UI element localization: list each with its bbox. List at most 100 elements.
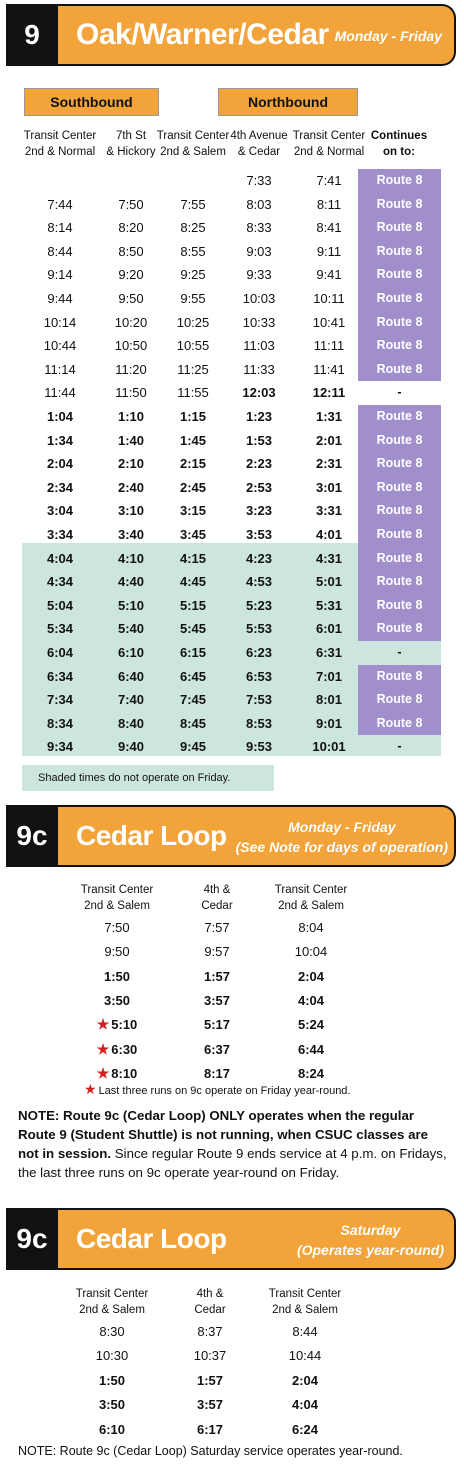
time-cell: 1:23 (245, 409, 273, 424)
time-cell: 2:45 (179, 479, 207, 495)
time-cell: 10:33 (242, 314, 276, 330)
days-line-2: (Operates year-round) (296, 1242, 444, 1258)
time-cell: 7:40 (117, 692, 145, 708)
column-header: 4th & Cedar (162, 882, 272, 914)
star-icon: ★ (96, 1064, 110, 1081)
time-cell: 10:20 (114, 314, 148, 330)
column-header: 4th Avenue & Cedar (209, 128, 309, 160)
time-cell: 9:20 (118, 267, 144, 283)
route-8-connection: Route 8 (376, 550, 423, 565)
route-8-connection: Route 8 (376, 479, 423, 494)
time-cell: 9:14 (47, 267, 73, 283)
time-cell: 8:14 (47, 220, 73, 236)
time-cell: 10:04 (271, 940, 351, 963)
time-value: 10:44 (288, 1348, 322, 1364)
column-header-line: 2nd & Normal (24, 146, 96, 158)
time-value: 5:17 (203, 1017, 231, 1033)
time-cell: 1:34 (46, 432, 74, 448)
time-cell: ★ 5:10 (77, 1013, 157, 1036)
time-cell: 1:31 (315, 409, 343, 424)
time-cell: 4:23 (245, 550, 273, 566)
time-value: 6:30 (111, 1041, 138, 1057)
note-bold-text: NOTE: Route 9c (Cedar Loop) ONLY operate… (18, 1108, 429, 1161)
star-icon: ★ (96, 1040, 110, 1057)
route-8-block (358, 169, 441, 382)
time-cell: 6:01 (315, 621, 343, 637)
time-cell: 1:57 (170, 1369, 250, 1392)
time-cell: 6:15 (179, 645, 207, 660)
time-cell: 8:17 (177, 1062, 257, 1085)
route-8-block (358, 664, 441, 736)
time-value: 3:57 (196, 1397, 224, 1413)
time-cell: 7:45 (179, 692, 207, 708)
column-header-line: Transit Center (75, 1288, 149, 1300)
time-cell: 9:25 (180, 267, 206, 283)
column-header: Transit Center 2nd & Normal (10, 128, 110, 160)
column-header-line: Transit Center (292, 130, 366, 142)
column-header-line: Cedar (201, 900, 233, 912)
time-cell: 3:50 (72, 1393, 152, 1416)
time-value: 5:10 (111, 1017, 138, 1033)
time-cell: 8:40 (117, 715, 145, 731)
column-header: Transit Center 2nd & Salem (256, 882, 366, 914)
time-cell: 8:53 (245, 715, 273, 731)
route-8-connection: Route 8 (376, 267, 423, 282)
time-cell: 10:41 (312, 314, 346, 330)
time-cell: 9:53 (245, 739, 273, 755)
time-cell: 8:04 (271, 916, 351, 939)
time-cell: 8:11 (316, 196, 342, 212)
star-icon: ★ (96, 1016, 110, 1033)
time-cell: 2:01 (315, 432, 343, 448)
time-cell: 11:25 (177, 361, 209, 377)
time-value: 8:37 (197, 1324, 223, 1339)
time-cell: 11:14 (44, 361, 76, 377)
time-cell: 2:04 (46, 456, 74, 472)
time-value: 9:50 (104, 944, 130, 960)
time-cell: 11:33 (243, 361, 275, 377)
time-value: 1:57 (203, 968, 231, 984)
time-cell: 1:04 (46, 409, 74, 424)
time-cell: 11:03 (243, 338, 275, 354)
column-header: Transit Center 2nd & Salem (57, 1286, 167, 1318)
time-value: 6:24 (291, 1421, 319, 1437)
time-cell: 8:01 (315, 692, 343, 708)
time-value: 6:10 (98, 1421, 126, 1437)
time-cell: 8:44 (47, 243, 73, 259)
time-cell: 3:31 (315, 503, 343, 519)
time-cell: 6:31 (315, 645, 343, 660)
time-cell: 5:31 (315, 597, 343, 613)
time-value: 1:50 (98, 1372, 126, 1388)
time-cell (30, 169, 90, 193)
time-cell: 6:34 (46, 668, 74, 684)
time-cell: 2:40 (117, 479, 145, 495)
time-cell: 1:45 (179, 432, 207, 448)
time-cell: 10:30 (72, 1344, 152, 1367)
time-cell: 4:53 (245, 574, 273, 590)
time-value: 9:57 (204, 944, 230, 960)
time-cell: 5:17 (177, 1013, 257, 1036)
time-cell: 3:40 (117, 527, 145, 542)
route-8-connection: Route 8 (376, 243, 423, 258)
time-cell: 8:33 (246, 220, 272, 236)
route-8-connection: Route 8 (376, 409, 423, 423)
time-cell (163, 169, 223, 193)
route-number: 9 (6, 6, 58, 64)
column-header-line: & Cedar (237, 146, 281, 158)
time-cell: 8:34 (46, 715, 74, 731)
time-value: 6:44 (297, 1041, 325, 1057)
column-header-line: Transit Center (274, 884, 348, 896)
time-cell: 4:04 (271, 989, 351, 1012)
time-cell: 6:10 (72, 1418, 152, 1441)
time-value: 2:04 (291, 1372, 319, 1388)
column-header: 7th St & Hickory (81, 128, 181, 160)
time-value: 4:04 (291, 1397, 319, 1413)
southbound-label: Southbound (24, 88, 159, 116)
time-cell (101, 169, 161, 193)
route-8-connection: Route 8 (376, 597, 423, 612)
days-line-1: Saturday (340, 1222, 401, 1238)
route-8-connection: Route 8 (376, 338, 423, 353)
time-cell: 1:53 (245, 432, 273, 448)
time-cell: 10:14 (43, 314, 77, 330)
column-header-line: Continues (370, 130, 428, 142)
star-note: ★ Last three runs on 9c operate on Friday… (84, 1081, 350, 1099)
